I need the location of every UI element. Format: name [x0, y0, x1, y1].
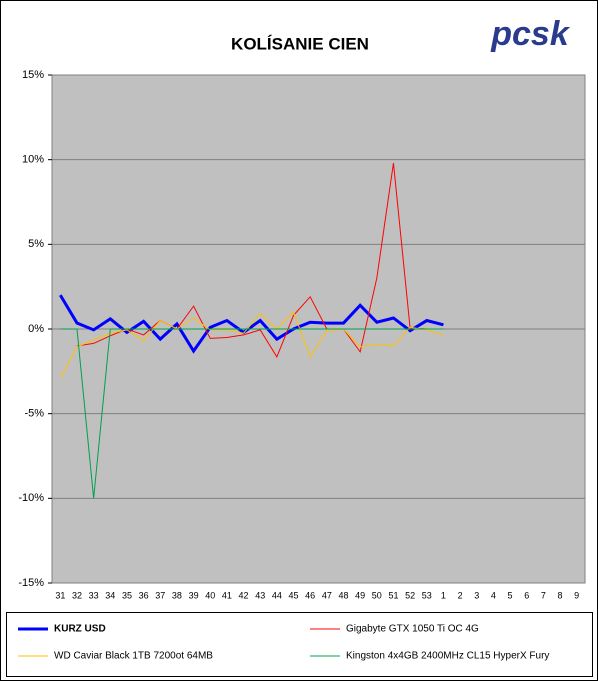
x-tick-label: 7 — [541, 590, 546, 600]
x-tick-label: 42 — [239, 590, 249, 600]
y-tick-label: 10% — [22, 154, 44, 166]
series-line — [60, 328, 444, 499]
y-tick-label: -15% — [18, 577, 44, 589]
y-tick-label: -5% — [24, 408, 44, 420]
x-tick-label: 5 — [508, 590, 513, 600]
x-tick-label: 32 — [72, 590, 82, 600]
x-tick-label: 51 — [388, 590, 398, 600]
x-tick-label: 9 — [574, 590, 579, 600]
series-line — [59, 311, 444, 379]
legend-label: KURZ USD — [54, 624, 106, 635]
x-tick-label: 43 — [255, 590, 265, 600]
x-tick-label: 4 — [491, 590, 496, 600]
legend-label: Gigabyte GTX 1050 Ti OC 4G — [346, 624, 479, 635]
legend — [6, 612, 593, 677]
x-tick-label: 40 — [205, 590, 215, 600]
x-tick-label: 49 — [355, 590, 365, 600]
x-tick-label: 8 — [558, 590, 563, 600]
series-line — [76, 162, 427, 359]
x-tick-label: 37 — [155, 590, 165, 600]
chart-title: KOLÍSANIE CIEN — [231, 34, 369, 53]
legend-label: WD Caviar Black 1TB 7200ot 64MB — [54, 651, 213, 662]
y-tick-label: -10% — [18, 492, 44, 504]
x-tick-label: 44 — [272, 590, 282, 600]
x-tick-label: 41 — [222, 590, 232, 600]
x-tick-label: 38 — [172, 590, 182, 600]
x-tick-label: 48 — [338, 590, 348, 600]
x-tick-label: 53 — [422, 590, 432, 600]
x-tick-label: 36 — [139, 590, 149, 600]
x-tick-label: 31 — [55, 590, 65, 600]
x-tick-label: 50 — [372, 590, 382, 600]
x-tick-label: 3 — [474, 590, 479, 600]
x-tick-label: 6 — [524, 590, 529, 600]
legend-label: Kingston 4x4GB 2400MHz CL15 HyperX Fury — [346, 651, 549, 662]
x-tick-label: 35 — [122, 590, 132, 600]
x-tick-label: 2 — [458, 590, 463, 600]
x-tick-label: 39 — [189, 590, 199, 600]
y-tick-label: 0% — [28, 323, 44, 335]
x-tick-label: 34 — [105, 590, 115, 600]
y-tick-label: 15% — [22, 69, 44, 81]
y-tick-label: 5% — [28, 238, 44, 250]
x-tick-label: 52 — [405, 590, 415, 600]
x-tick-label: 33 — [89, 590, 99, 600]
x-tick-label: 47 — [322, 590, 332, 600]
x-tick-label: 46 — [305, 590, 315, 600]
logo: pcsk — [490, 15, 571, 53]
x-tick-label: 1 — [441, 590, 446, 600]
x-tick-label: 45 — [289, 590, 299, 600]
